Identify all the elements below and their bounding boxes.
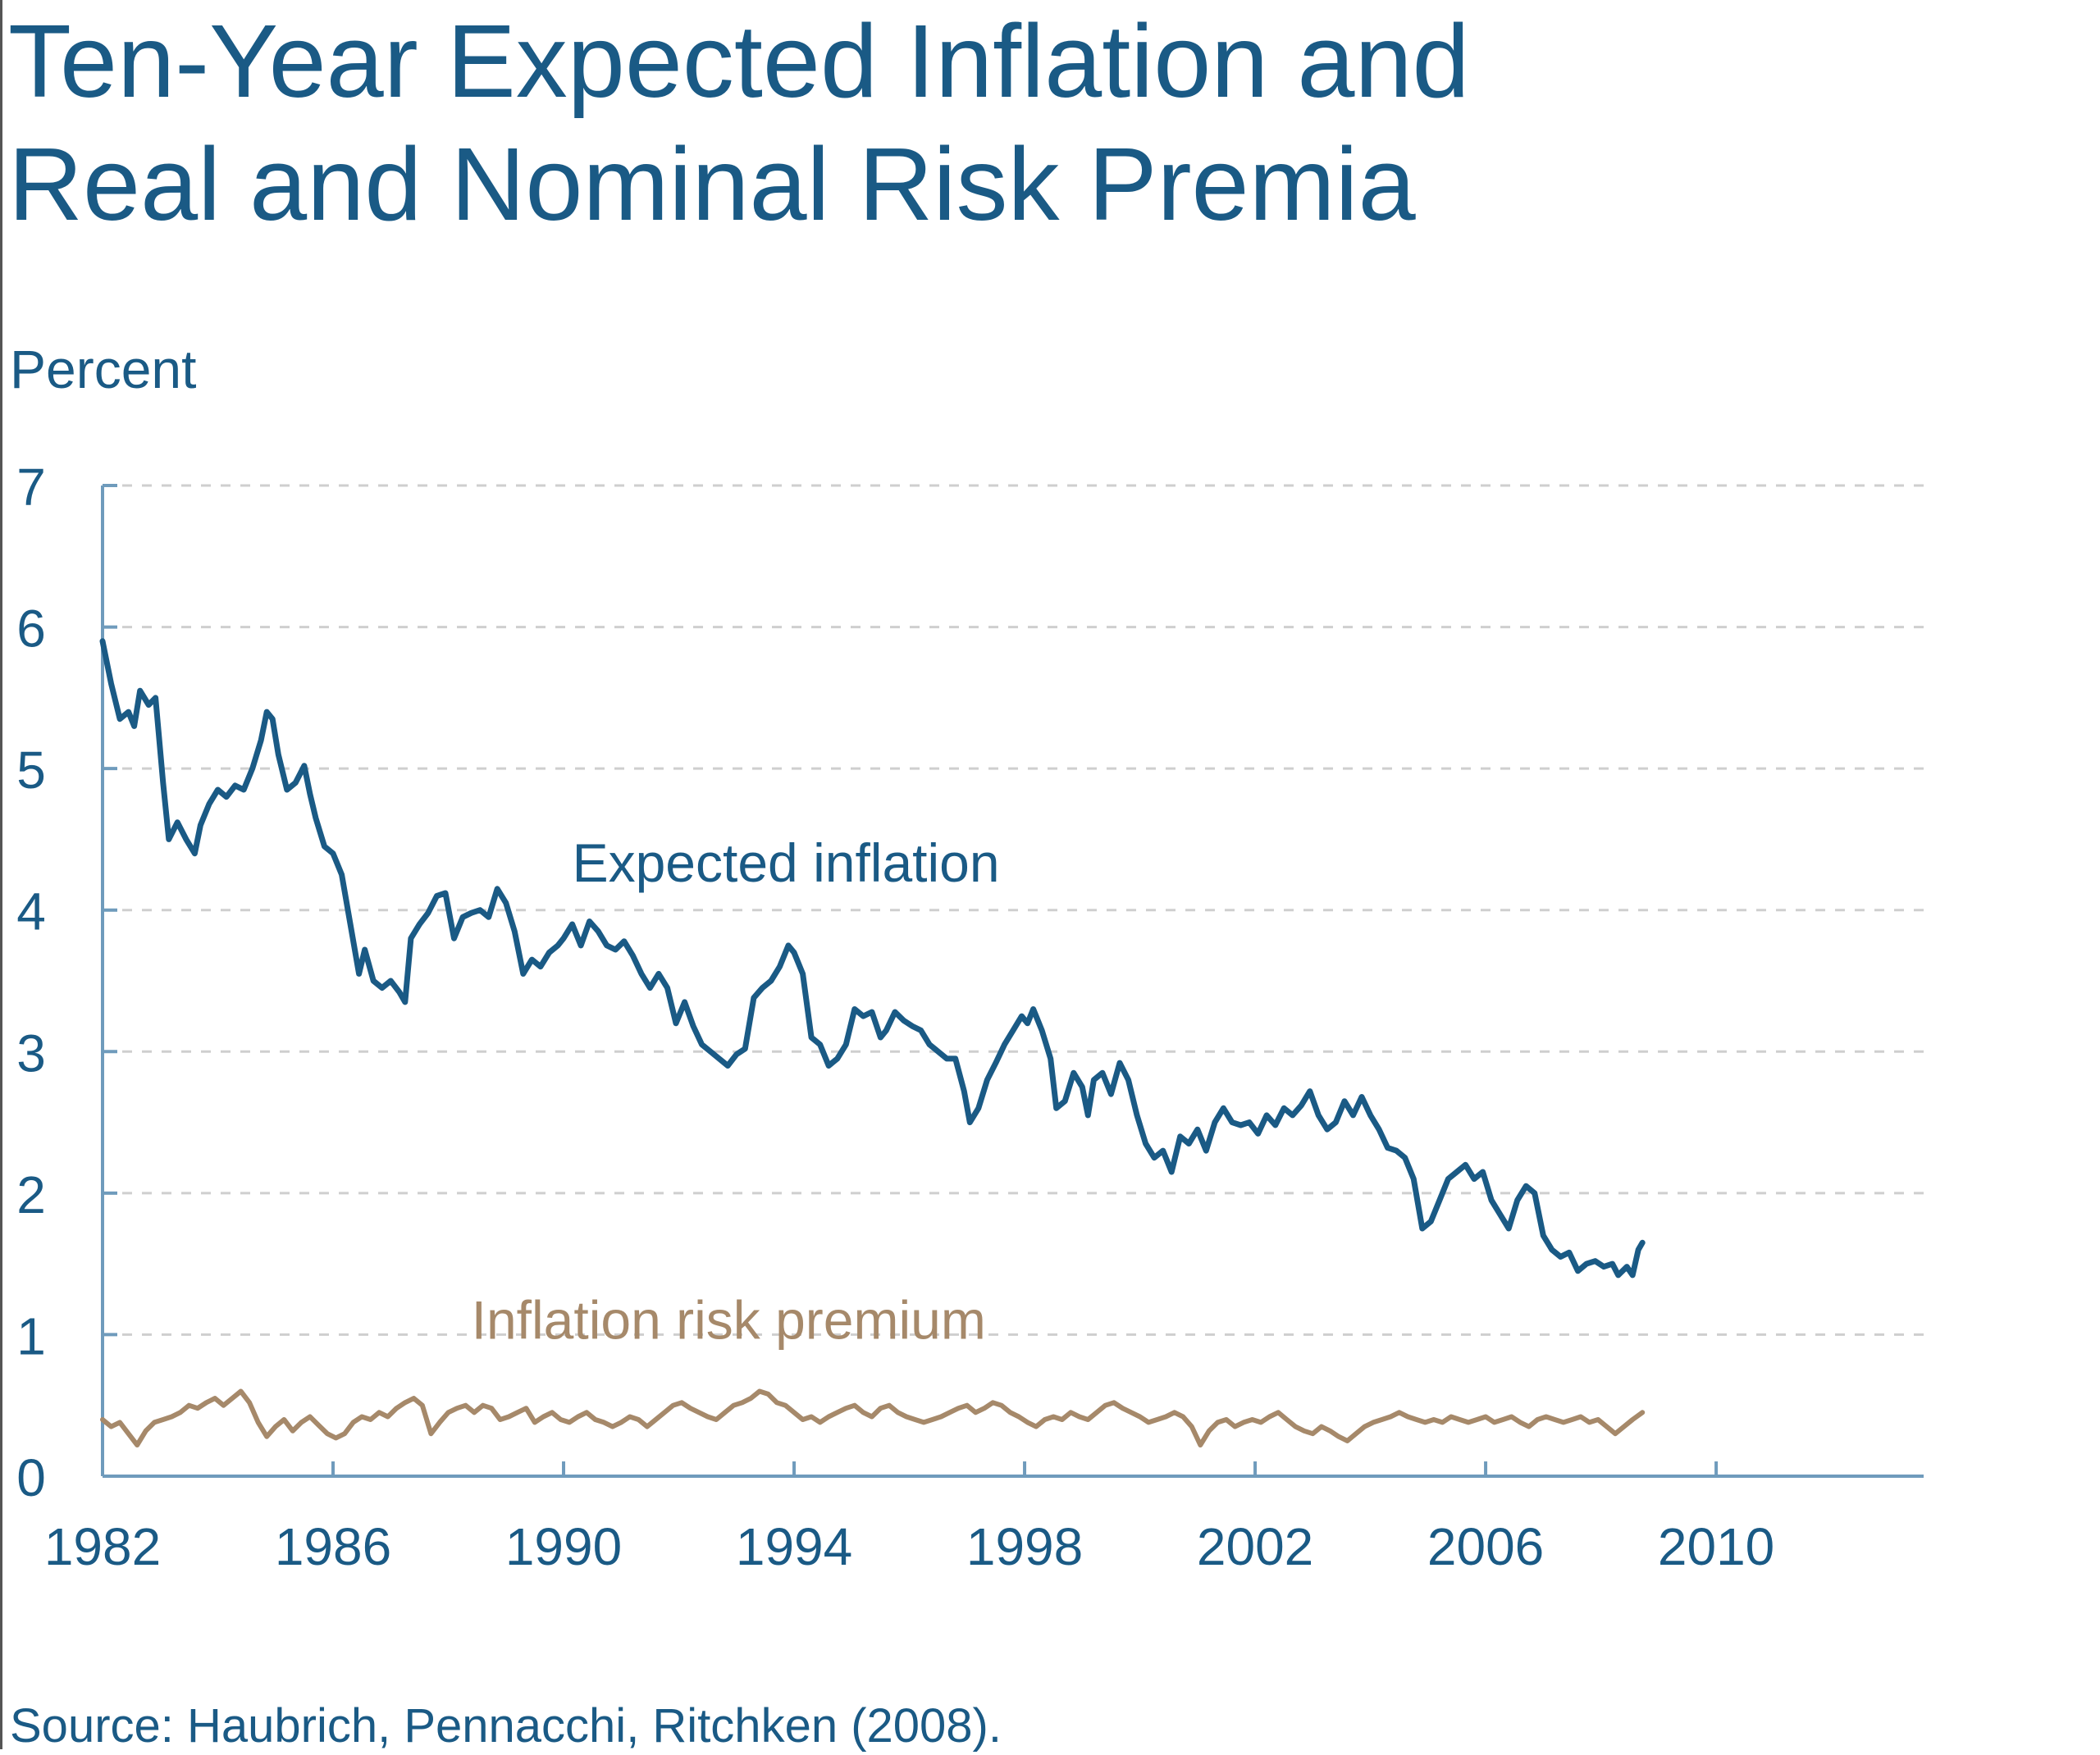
series-line-expected-inflation xyxy=(99,638,1646,1279)
chart-title-line-2: Real and Nominal Risk Premia xyxy=(8,126,1416,242)
x-tick-label-1986: 1986 xyxy=(275,1517,391,1576)
gridlines xyxy=(103,484,1924,1336)
series-label-inflation-risk-premium: Inflation risk premium xyxy=(472,1290,986,1351)
y-tick-label-2: 2 xyxy=(16,1165,46,1224)
source-note: Source: Haubrich, Pennacchi, Ritchken (2… xyxy=(10,1699,1002,1753)
x-tick-label-1998: 1998 xyxy=(966,1517,1083,1576)
y-tick-label-4: 4 xyxy=(16,882,46,941)
window-left-edge xyxy=(0,0,2,1749)
chart-title-line-1: Ten-Year Expected Inflation and xyxy=(8,3,1470,119)
y-tick-label-5: 5 xyxy=(16,741,46,800)
chart-title: Ten-Year Expected Inflation and Real and… xyxy=(8,0,1470,246)
x-tick-label-2002: 2002 xyxy=(1197,1517,1313,1576)
series-label-expected-inflation: Expected inflation xyxy=(573,832,1000,893)
tick-labels: 0 1 2 3 4 5 6 7 1982 1986 1990 1994 1998 2002 2006 2010 xyxy=(16,458,1774,1576)
y-tick-label-7: 7 xyxy=(16,458,46,517)
x-tick-label-2010: 2010 xyxy=(1658,1517,1774,1576)
y-tick-label-0: 0 xyxy=(16,1448,46,1507)
y-tick-label-1: 1 xyxy=(16,1306,46,1365)
y-axis-unit-label: Percent xyxy=(10,339,197,399)
series-line-inflation-risk-premium xyxy=(100,1388,1646,1447)
series-lines xyxy=(99,638,1646,1447)
x-tick-label-2006: 2006 xyxy=(1427,1517,1544,1576)
y-tick-label-3: 3 xyxy=(16,1023,46,1083)
y-tick-label-6: 6 xyxy=(16,599,46,659)
x-tick-label-1990: 1990 xyxy=(505,1517,622,1576)
x-tick-label-1994: 1994 xyxy=(736,1517,852,1576)
series-labels: Expected inflation Inflation risk premiu… xyxy=(472,832,1000,1350)
x-tick-label-1982: 1982 xyxy=(44,1517,161,1576)
